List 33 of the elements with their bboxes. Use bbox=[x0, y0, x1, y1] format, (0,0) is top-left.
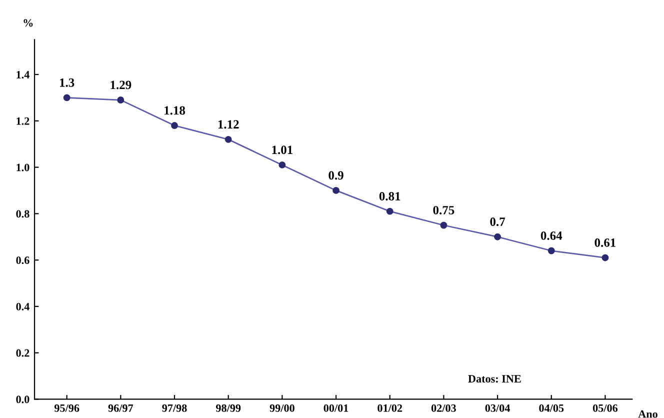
x-tick-label: 05/06 bbox=[592, 404, 618, 412]
y-tick-label: 0.2 bbox=[16, 349, 30, 357]
x-tick-label: 01/02 bbox=[378, 404, 402, 412]
x-axis-title: Ano bbox=[638, 410, 658, 418]
y-tick-label: 0.8 bbox=[16, 210, 30, 218]
x-tick-label: 04/05 bbox=[539, 404, 564, 412]
x-tick-label: 02/03 bbox=[431, 404, 456, 412]
data-label: 0.61 bbox=[594, 238, 616, 247]
data-label: 1.18 bbox=[164, 106, 186, 115]
x-tick-label: 99/00 bbox=[270, 404, 294, 412]
y-tick-label: 1.2 bbox=[16, 117, 30, 125]
x-tick-label: 97/98 bbox=[162, 404, 187, 412]
x-tick-label: 03/04 bbox=[485, 404, 510, 412]
annotation: Datos: INE bbox=[468, 375, 521, 383]
data-label: 1.01 bbox=[272, 146, 292, 154]
x-tick-label: 98/99 bbox=[216, 404, 241, 412]
data-label: 0.81 bbox=[379, 192, 400, 201]
data-label: 0.9 bbox=[328, 171, 344, 180]
x-tick-label: 96/97 bbox=[108, 404, 134, 412]
y-tick-label: 0.6 bbox=[16, 256, 30, 264]
x-tick-label: 95/96 bbox=[54, 404, 80, 412]
data-label: 1.12 bbox=[218, 120, 239, 129]
y-tick-label: 0.0 bbox=[16, 396, 30, 404]
data-label: 1.29 bbox=[110, 80, 132, 90]
data-label: 0.64 bbox=[540, 231, 562, 240]
x-tick-label: 00/01 bbox=[324, 404, 348, 412]
data-label: 0.7 bbox=[490, 218, 506, 226]
y-axis-title: % bbox=[24, 19, 33, 27]
y-tick-label: 0.4 bbox=[16, 302, 30, 310]
y-tick-label: 1.0 bbox=[16, 164, 30, 172]
y-tick-label: 1.4 bbox=[16, 71, 30, 79]
data-label: 1.3 bbox=[60, 78, 74, 87]
data-label: 0.75 bbox=[433, 206, 454, 214]
